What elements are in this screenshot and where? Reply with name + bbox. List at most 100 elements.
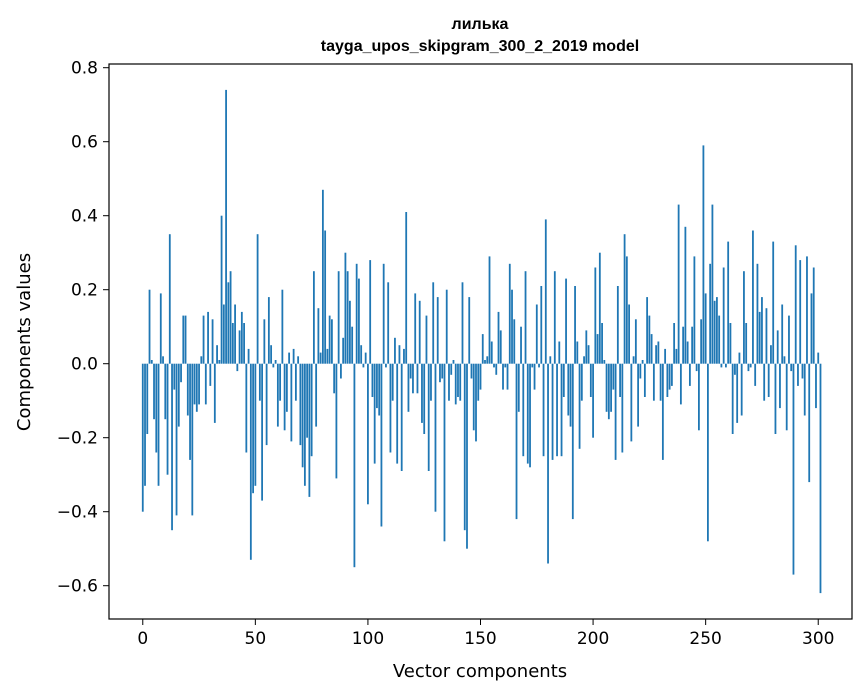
bar-59	[274, 360, 277, 364]
bar-268	[745, 323, 748, 364]
bar-217	[630, 363, 633, 442]
bar-231	[661, 363, 664, 460]
bar-242	[686, 341, 689, 364]
bar-221	[639, 363, 642, 379]
bar-35	[220, 215, 223, 364]
bar-122	[416, 363, 419, 394]
bar-291	[797, 363, 799, 386]
bar-206	[605, 363, 608, 412]
bar-159	[499, 330, 502, 364]
bar-18	[182, 315, 185, 364]
y-axis-ticks: −0.6 −0.4 −0.2 0.0 0.2 0.4 0.6 0.8	[57, 59, 109, 597]
bar-158	[497, 311, 500, 364]
bar-31	[211, 319, 214, 364]
y-tick-label: 0.8	[71, 59, 98, 79]
bar-81	[324, 230, 327, 364]
bar-80	[321, 189, 324, 364]
bar-280	[772, 241, 775, 364]
bar-64	[285, 363, 288, 412]
bar-211	[616, 286, 619, 364]
bar-150	[479, 363, 482, 390]
bar-38	[227, 282, 230, 364]
bar-171	[526, 363, 529, 464]
bar-153	[486, 356, 489, 364]
bar-143	[463, 363, 466, 531]
bar-229	[657, 341, 660, 364]
bar-14	[173, 363, 176, 390]
bar-13	[171, 363, 173, 531]
bar-155	[490, 341, 493, 364]
bar-126	[425, 315, 428, 364]
bar-96	[358, 278, 360, 364]
bar-149	[477, 363, 480, 401]
bar-181	[549, 356, 552, 364]
bar-9	[162, 356, 164, 364]
bar-114	[398, 345, 401, 364]
bar-212	[619, 363, 621, 397]
bar-190	[569, 363, 572, 427]
bar-281	[774, 363, 777, 434]
bar-164	[511, 289, 513, 364]
bar-204	[601, 323, 603, 364]
bar-21	[189, 363, 191, 460]
bar-78	[317, 308, 320, 364]
bar-271	[752, 230, 754, 364]
bar-167	[517, 363, 520, 412]
y-tick-label: 0.4	[71, 207, 98, 227]
bar-187	[562, 363, 565, 397]
bar-48	[249, 363, 252, 560]
bar-296	[808, 363, 811, 483]
x-tick-label: 200	[577, 629, 609, 649]
bar-183	[553, 271, 556, 364]
bar-61	[279, 363, 282, 401]
bar-49	[252, 363, 254, 494]
bar-101	[369, 260, 372, 364]
bar-0	[141, 363, 144, 512]
bar-241	[684, 226, 687, 364]
bar-68	[294, 363, 297, 401]
bar-160	[502, 363, 504, 390]
bar-227	[652, 363, 655, 401]
bar-53	[261, 363, 263, 501]
bar-8	[159, 293, 162, 364]
bar-178	[542, 363, 545, 457]
bar-37	[225, 89, 227, 364]
bar-11	[166, 363, 169, 475]
bar-137	[450, 363, 453, 375]
bar-238	[677, 204, 680, 364]
bar-265	[738, 352, 741, 364]
bar-94	[353, 363, 356, 568]
bar-278	[767, 363, 770, 397]
bar-244	[691, 326, 694, 364]
bar-275	[761, 297, 763, 364]
bar-254	[713, 300, 716, 364]
bar-287	[788, 315, 790, 364]
bar-230	[659, 363, 662, 401]
x-tick-label: 50	[245, 629, 267, 649]
bar-274	[758, 311, 761, 364]
bar-34	[218, 360, 221, 364]
bar-203	[598, 252, 601, 364]
bar-250	[704, 293, 707, 364]
bar-290	[794, 245, 797, 364]
bar-127	[427, 363, 430, 471]
bar-234	[668, 363, 671, 390]
bar-19	[184, 315, 187, 364]
bar-300	[817, 352, 820, 364]
bar-25	[198, 363, 200, 405]
bar-251	[707, 363, 709, 542]
bar-157	[495, 363, 498, 375]
bar-4	[150, 360, 153, 364]
bar-105	[378, 363, 381, 416]
bar-32	[213, 363, 216, 423]
bar-116	[403, 348, 405, 364]
bar-117	[405, 212, 408, 364]
bar-207	[607, 363, 610, 420]
bar-262	[731, 363, 734, 434]
bar-series	[141, 89, 822, 594]
bar-219	[634, 319, 637, 364]
bar-40	[231, 323, 234, 364]
bar-62	[281, 289, 284, 364]
bar-84	[331, 319, 333, 364]
